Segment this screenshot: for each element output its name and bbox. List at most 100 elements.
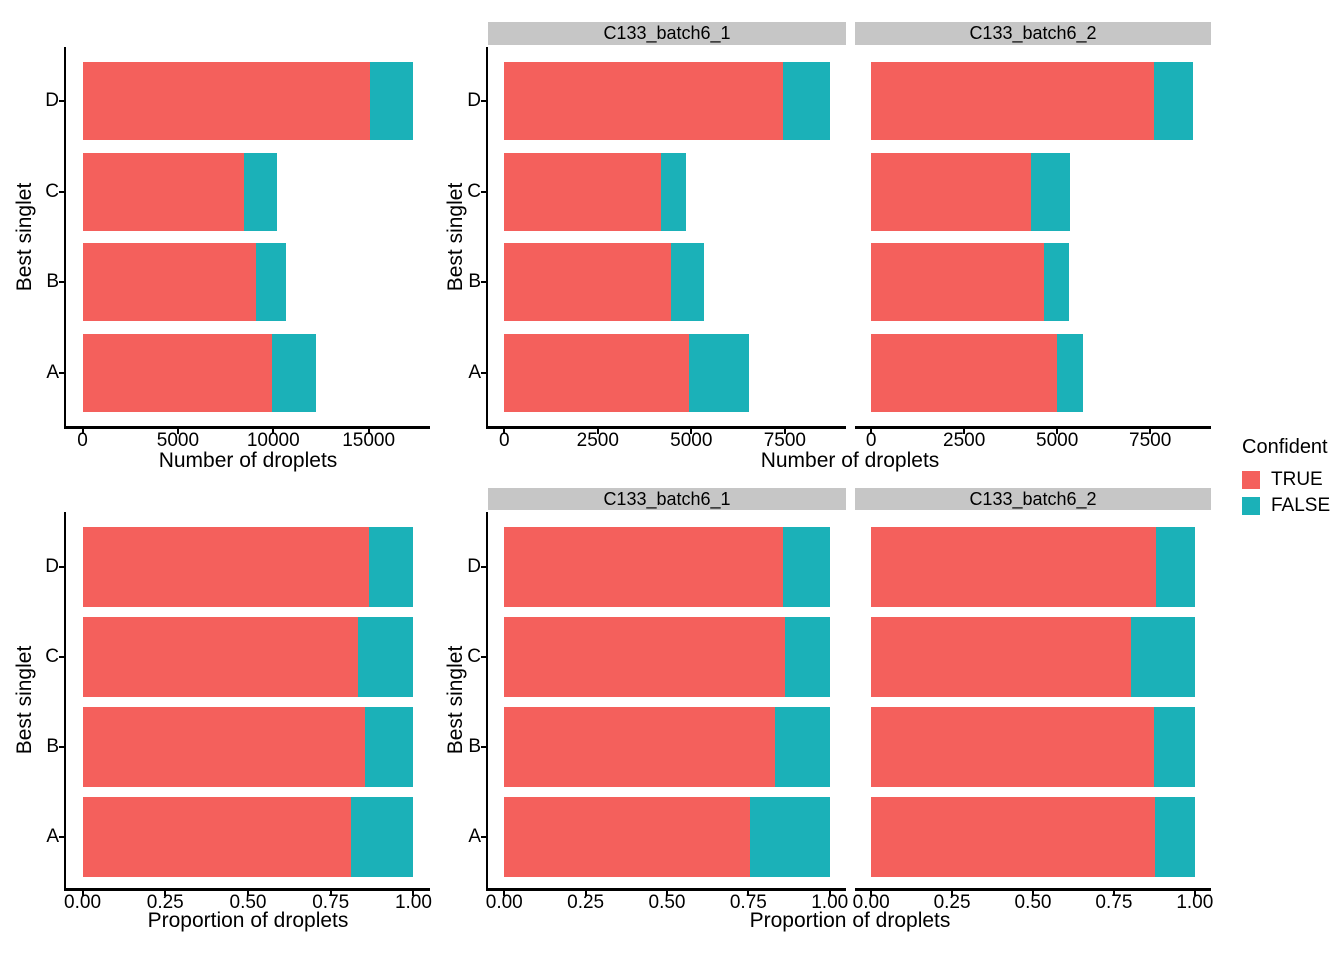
y-category-label: B bbox=[46, 271, 59, 292]
y-tick bbox=[480, 100, 486, 102]
facet-strip-label: C133_batch6_2 bbox=[855, 22, 1211, 45]
y-tick bbox=[480, 836, 486, 838]
bar-segment-c-true bbox=[504, 152, 661, 231]
y-tick bbox=[58, 100, 64, 102]
y-tick bbox=[480, 281, 486, 283]
bar-segment-d-true bbox=[504, 527, 783, 607]
x-tick-label: 0.75 bbox=[312, 892, 350, 913]
x-tick bbox=[783, 428, 786, 434]
facet-strip-label: C133_batch6_1 bbox=[488, 488, 846, 510]
x-tick-label: 0.50 bbox=[1014, 892, 1052, 913]
bar-segment-c-false bbox=[660, 152, 686, 231]
legend-item-false: FALSE bbox=[1242, 495, 1330, 517]
legend-swatch-true-icon bbox=[1242, 471, 1260, 489]
y-category-label: D bbox=[45, 556, 59, 577]
x-tick-label: 5000 bbox=[1036, 430, 1079, 451]
bar-segment-c-true bbox=[82, 617, 358, 697]
bar-segment-a-false bbox=[689, 333, 750, 412]
x-axis-line bbox=[855, 888, 1211, 891]
x-tick bbox=[329, 890, 332, 896]
x-tick bbox=[503, 890, 506, 896]
y-category-label: D bbox=[467, 556, 481, 577]
bar-segment-b-false bbox=[364, 707, 414, 787]
y-tick bbox=[58, 566, 64, 568]
x-tick-label: 5000 bbox=[156, 430, 200, 451]
legend-swatch-false-icon bbox=[1242, 497, 1260, 515]
bar-segment-c-false bbox=[244, 152, 278, 231]
bar-segment-d-false bbox=[369, 62, 414, 140]
y-axis-line bbox=[63, 512, 66, 891]
x-tick-label: 0 bbox=[77, 430, 88, 451]
bar-segment-d-true bbox=[504, 62, 783, 140]
x-axis-title: Proportion of droplets bbox=[749, 909, 951, 932]
bar-segment-b-true bbox=[504, 243, 671, 321]
y-category-label: D bbox=[467, 90, 481, 111]
x-tick bbox=[272, 428, 275, 434]
y-category-label: C bbox=[45, 180, 59, 202]
x-tick bbox=[503, 428, 506, 434]
x-tick bbox=[81, 428, 84, 434]
x-tick-label: 7500 bbox=[1129, 430, 1172, 451]
y-tick bbox=[480, 371, 486, 374]
y-axis-line bbox=[485, 512, 488, 891]
bar-segment-a-true bbox=[871, 333, 1058, 412]
y-category-label: B bbox=[468, 736, 481, 757]
bar-segment-d-true bbox=[871, 527, 1156, 607]
x-axis-line bbox=[855, 426, 1211, 429]
x-tick-label: 10000 bbox=[246, 430, 300, 451]
bar-segment-c-false bbox=[1031, 152, 1071, 231]
x-tick bbox=[1056, 428, 1059, 434]
y-category-label: A bbox=[468, 826, 481, 847]
x-tick-label: 0.50 bbox=[229, 892, 267, 913]
legend-item-label: FALSE bbox=[1271, 495, 1331, 516]
y-tick bbox=[480, 566, 486, 568]
y-category-label: B bbox=[46, 736, 59, 757]
x-tick-label: 0.25 bbox=[567, 892, 605, 913]
y-category-label: C bbox=[467, 646, 481, 667]
x-tick bbox=[367, 428, 370, 434]
x-tick bbox=[584, 890, 587, 896]
x-tick-label: 7500 bbox=[763, 430, 806, 451]
legend: Confident TRUE FALSE bbox=[1242, 436, 1330, 521]
bar-segment-c-true bbox=[871, 152, 1032, 231]
y-tick bbox=[58, 656, 64, 658]
x-tick bbox=[1112, 890, 1115, 896]
y-tick bbox=[58, 836, 64, 838]
x-tick-label: 0 bbox=[498, 430, 510, 451]
x-axis-line bbox=[63, 888, 430, 891]
x-tick-label: 5000 bbox=[670, 430, 713, 451]
bar-segment-d-false bbox=[782, 527, 830, 607]
y-tick bbox=[58, 190, 64, 193]
y-tick bbox=[58, 746, 64, 748]
bar-segment-a-false bbox=[351, 797, 414, 877]
legend-title: Confident bbox=[1242, 436, 1328, 458]
y-tick bbox=[58, 281, 64, 283]
bar-segment-d-true bbox=[871, 62, 1154, 140]
bar-segment-a-false bbox=[272, 333, 317, 412]
bar-segment-a-false bbox=[1155, 797, 1195, 877]
y-tick bbox=[480, 656, 486, 658]
x-tick-label: 0.25 bbox=[933, 892, 971, 913]
bar-segment-a-true bbox=[504, 797, 751, 877]
x-tick bbox=[412, 890, 415, 896]
x-tick-label: 0.50 bbox=[648, 892, 686, 913]
x-tick-label: 1.00 bbox=[811, 892, 849, 913]
x-tick-label: 0.75 bbox=[729, 892, 767, 913]
x-tick bbox=[164, 890, 167, 896]
bar-segment-b-false bbox=[670, 243, 705, 321]
x-tick bbox=[690, 428, 693, 434]
x-tick-label: 1.00 bbox=[394, 892, 432, 913]
x-tick-label: 0.25 bbox=[146, 892, 184, 913]
bar-segment-a-true bbox=[504, 333, 690, 412]
y-category-label: A bbox=[46, 826, 59, 847]
x-tick bbox=[1032, 890, 1034, 896]
bar-segment-b-true bbox=[504, 707, 776, 787]
y-category-label: A bbox=[468, 361, 481, 383]
bar-segment-d-true bbox=[82, 62, 370, 140]
y-category-label: C bbox=[467, 180, 481, 202]
bar-segment-b-true bbox=[871, 243, 1045, 321]
